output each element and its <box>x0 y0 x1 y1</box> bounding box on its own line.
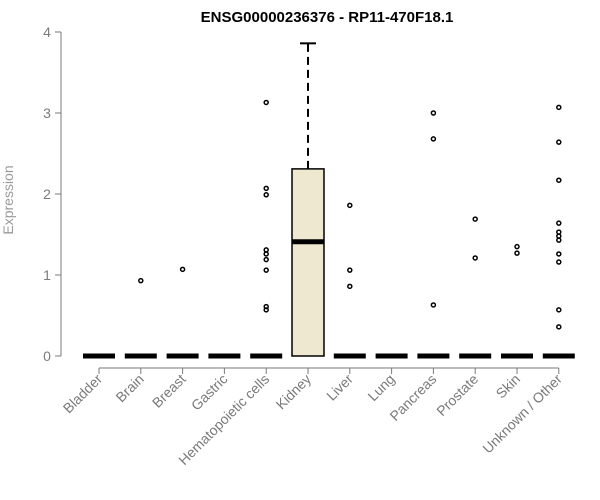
outlier-point <box>263 192 269 198</box>
outlier-point <box>556 139 562 145</box>
outlier-point <box>556 259 562 265</box>
outlier-point <box>138 277 144 284</box>
box-breast <box>166 266 199 359</box>
y-tick-label: 3 <box>43 105 51 121</box>
y-axis: 0 1 2 3 4 <box>43 24 62 364</box>
outlier-point <box>514 250 520 256</box>
outlier-point <box>430 136 437 142</box>
y-tick-label: 2 <box>43 186 51 202</box>
box-hematopoietic-cells <box>250 99 283 359</box>
y-tick-label: 0 <box>43 348 51 364</box>
y-tick-label: 1 <box>43 267 51 283</box>
x-tick-label: Liver <box>323 371 356 404</box>
box-unknown-other <box>542 104 575 359</box>
x-tick-label: Prostate <box>433 371 481 419</box>
outlier-point <box>263 251 269 257</box>
outlier-point <box>263 307 269 313</box>
outlier-point <box>556 324 562 330</box>
outlier-point <box>556 251 562 257</box>
outlier-point <box>347 267 353 273</box>
box-liver <box>333 202 366 359</box>
x-tick-label: Kidney <box>273 371 315 413</box>
outlier-point <box>514 243 520 250</box>
outlier-point <box>347 202 353 209</box>
x-tick-label: Brain <box>112 371 146 405</box>
x-tick-label: Skin <box>493 371 524 402</box>
outlier-point <box>263 256 269 263</box>
outlier-point <box>430 110 437 116</box>
outlier-point <box>430 302 437 308</box>
box-iqr <box>291 168 325 357</box>
outlier-point <box>556 307 562 313</box>
box-prostate <box>459 216 492 359</box>
outlier-point <box>556 177 562 183</box>
outlier-point <box>263 267 269 273</box>
outlier-point <box>179 266 186 273</box>
outlier-point <box>556 237 562 243</box>
box-series <box>83 42 575 359</box>
x-tick-label: Unknown / Other <box>479 371 565 457</box>
chart-title: ENSG00000236376 - RP11-470F18.1 <box>201 9 454 26</box>
outlier-point <box>472 216 478 222</box>
outlier-point <box>263 99 269 106</box>
y-axis-title: Expression <box>0 165 16 234</box>
box-kidney <box>291 42 325 357</box>
outlier-point <box>347 283 353 290</box>
outlier-point <box>263 185 269 192</box>
x-tick-label: Breast <box>149 371 189 411</box>
x-tick-label: Bladder <box>60 371 106 417</box>
outlier-point <box>263 303 269 310</box>
outlier-point <box>472 255 478 261</box>
outlier-point <box>556 220 562 226</box>
x-tick-label: Lung <box>364 371 397 404</box>
box-brain <box>124 277 157 359</box>
box-pancreas <box>417 110 450 359</box>
y-tick-label: 4 <box>43 24 51 40</box>
outlier-point <box>556 104 562 111</box>
box-skin <box>501 243 533 359</box>
